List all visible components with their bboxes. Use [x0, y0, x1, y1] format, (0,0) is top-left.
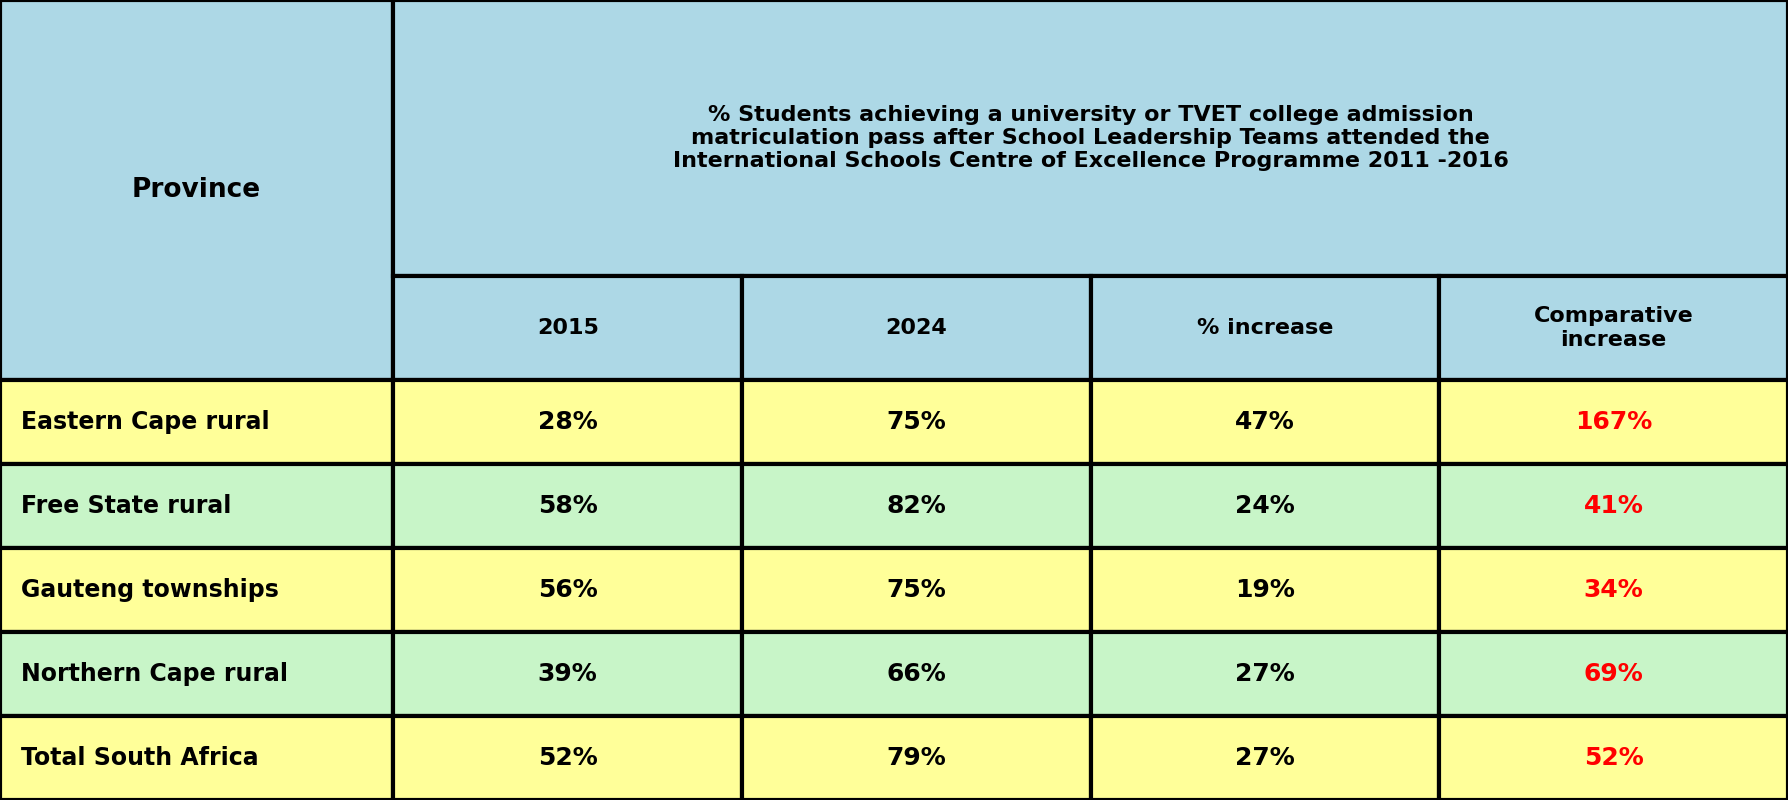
Text: 2015: 2015 [536, 318, 599, 338]
Text: 28%: 28% [538, 410, 597, 434]
Bar [1091, 632, 1439, 716]
Text: 66%: 66% [887, 662, 946, 686]
Text: 19%: 19% [1236, 578, 1295, 602]
Text: 58%: 58% [538, 494, 597, 518]
Bar [742, 716, 1091, 800]
Bar [0, 548, 393, 632]
Bar [1439, 632, 1788, 716]
Text: Comparative
increase: Comparative increase [1534, 306, 1693, 350]
Text: Northern Cape rural: Northern Cape rural [21, 662, 288, 686]
Text: 75%: 75% [887, 410, 946, 434]
Bar [1439, 548, 1788, 632]
Text: % Students achieving a university or TVET college admission
matriculation pass a: % Students achieving a university or TVE… [672, 105, 1509, 171]
Bar [1091, 716, 1439, 800]
Bar [742, 632, 1091, 716]
Bar [1439, 380, 1788, 464]
Text: 52%: 52% [538, 746, 597, 770]
Bar [742, 276, 1091, 380]
Text: 24%: 24% [1236, 494, 1295, 518]
Bar [393, 464, 742, 548]
Text: 167%: 167% [1575, 410, 1652, 434]
Text: 75%: 75% [887, 578, 946, 602]
Bar [742, 464, 1091, 548]
Text: 82%: 82% [887, 494, 946, 518]
Text: Gauteng townships: Gauteng townships [21, 578, 279, 602]
Bar [0, 380, 393, 464]
Bar [1091, 464, 1439, 548]
Bar [1439, 716, 1788, 800]
Text: 27%: 27% [1236, 662, 1295, 686]
Bar [0, 464, 393, 548]
Bar [393, 0, 1788, 276]
Bar [742, 548, 1091, 632]
Text: Province: Province [132, 177, 261, 203]
Bar [1091, 548, 1439, 632]
Bar [1439, 276, 1788, 380]
Bar [0, 716, 393, 800]
Bar [742, 380, 1091, 464]
Bar [393, 548, 742, 632]
Text: Total South Africa: Total South Africa [21, 746, 259, 770]
Bar [1439, 464, 1788, 548]
Bar [1091, 276, 1439, 380]
Text: 47%: 47% [1236, 410, 1295, 434]
Bar [393, 380, 742, 464]
Text: 34%: 34% [1584, 578, 1643, 602]
Bar [393, 716, 742, 800]
Bar [393, 276, 742, 380]
Bar [1091, 380, 1439, 464]
Text: 41%: 41% [1584, 494, 1643, 518]
Bar [393, 632, 742, 716]
Text: 56%: 56% [538, 578, 597, 602]
Bar [0, 632, 393, 716]
Text: % increase: % increase [1196, 318, 1334, 338]
Text: Eastern Cape rural: Eastern Cape rural [21, 410, 270, 434]
Text: Free State rural: Free State rural [21, 494, 232, 518]
Text: 52%: 52% [1584, 746, 1643, 770]
Text: 79%: 79% [887, 746, 946, 770]
Text: 69%: 69% [1584, 662, 1643, 686]
Bar [0, 0, 393, 380]
Text: 2024: 2024 [885, 318, 948, 338]
Text: 39%: 39% [538, 662, 597, 686]
Text: 27%: 27% [1236, 746, 1295, 770]
